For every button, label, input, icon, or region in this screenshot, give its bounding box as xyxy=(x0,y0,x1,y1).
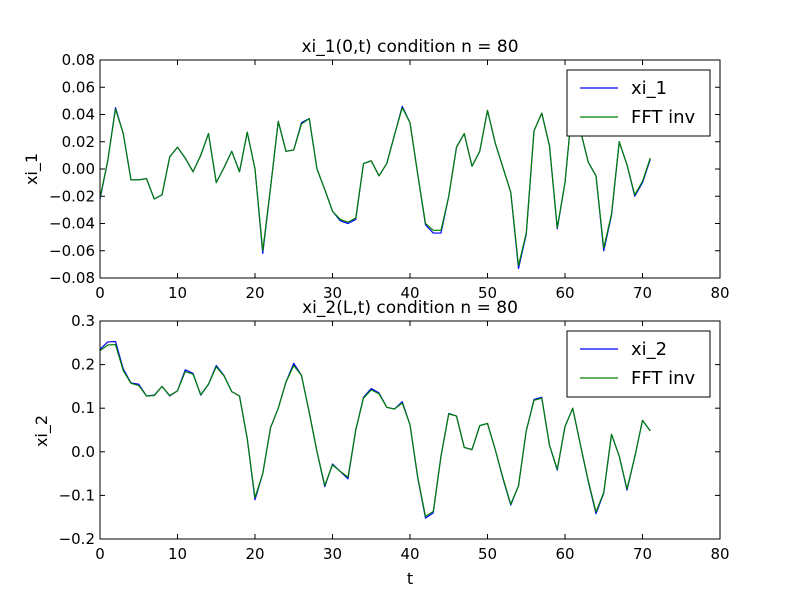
y-tick-label: 0.00 xyxy=(62,160,95,178)
legend-label-xi2: xi_2 xyxy=(631,339,667,360)
legend-label-xi1: xi_1 xyxy=(631,78,667,99)
y-tick-label: 0.3 xyxy=(71,312,95,330)
x-tick-label: 10 xyxy=(168,545,187,563)
plot-frame xyxy=(99,320,721,540)
series-lines xyxy=(99,340,651,519)
y-tick-label: 0.1 xyxy=(71,399,95,417)
plot-frame xyxy=(99,59,721,279)
series-line-fft-inv xyxy=(99,100,651,267)
y-tick-label: −0.1 xyxy=(59,486,95,504)
x-tick-label: 30 xyxy=(323,284,342,302)
y-tick-label: −0.06 xyxy=(49,242,95,260)
x-tick-label: 10 xyxy=(168,284,187,302)
x-tick-label: 80 xyxy=(710,284,729,302)
y-tick-label: 0.06 xyxy=(62,78,95,96)
x-tick-label: 0 xyxy=(95,545,105,563)
y-tick-label: −0.08 xyxy=(49,269,95,287)
y-tick-label: 0.2 xyxy=(71,356,95,374)
y-tick-label: −0.2 xyxy=(59,530,95,548)
subplot-xi1: xi_1(0,t) condition n = 80 xi_1 0 10 20 30 4… xyxy=(22,37,730,302)
y-tick-label: 0.04 xyxy=(62,106,95,124)
y-tick-label: −0.04 xyxy=(49,215,95,233)
x-tick-label: 60 xyxy=(555,545,574,563)
y-tick-label: −0.02 xyxy=(49,187,95,205)
series-lines xyxy=(99,100,651,270)
x-tick-label: 50 xyxy=(478,284,497,302)
x-tick-label: 60 xyxy=(555,284,574,302)
legend-label-fft-inv: FFT inv xyxy=(631,107,696,128)
tick-group: 0 10 20 30 40 50 60 70 80 −0.08 −0.06 −0.04 −0.02 0.0… xyxy=(49,51,730,302)
subplot-xi2: xi_2(L,t) condition n = 80 xi_2 t 0 10 20 3… xyxy=(32,298,730,588)
chart-title: xi_2(L,t) condition n = 80 xyxy=(302,298,518,318)
x-tick-label: 0 xyxy=(95,284,105,302)
legend-label-fft-inv: FFT inv xyxy=(631,368,696,389)
legend: xi_2 FFT inv xyxy=(566,330,711,398)
x-tick-label: 40 xyxy=(400,545,419,563)
x-tick-label: 50 xyxy=(478,545,497,563)
x-tick-label: 80 xyxy=(710,545,729,563)
y-tick-label: 0.02 xyxy=(62,133,95,151)
y-tick-label: 0.0 xyxy=(71,443,95,461)
x-tick-label: 40 xyxy=(400,284,419,302)
x-tick-label: 20 xyxy=(245,284,264,302)
series-line-fft-inv xyxy=(99,343,651,517)
legend: xi_1 FFT inv xyxy=(566,69,711,137)
y-tick-label: 0.08 xyxy=(62,51,95,69)
x-tick-label: 20 xyxy=(245,545,264,563)
y-axis-label: xi_2 xyxy=(32,415,52,447)
x-tick-label: 30 xyxy=(323,545,342,563)
x-tick-label: 70 xyxy=(633,545,652,563)
chart-title: xi_1(0,t) condition n = 80 xyxy=(301,37,518,57)
legend-box xyxy=(566,69,711,137)
x-tick-label: 70 xyxy=(633,284,652,302)
legend-box xyxy=(566,330,711,398)
x-axis-label: t xyxy=(407,569,413,588)
y-axis-label: xi_1 xyxy=(22,153,42,185)
